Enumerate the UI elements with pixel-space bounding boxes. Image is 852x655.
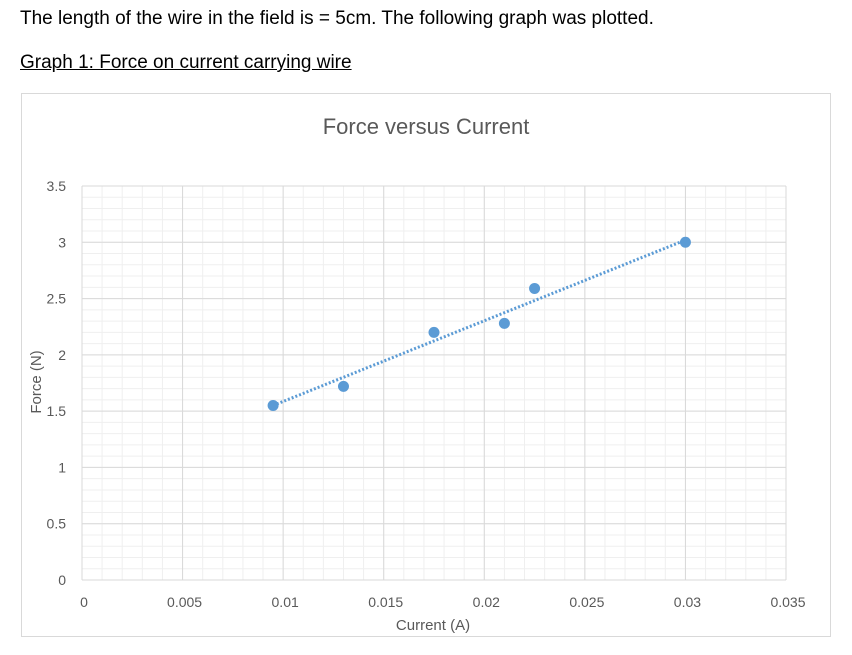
x-tick-label: 0.01 [272, 594, 299, 610]
x-tick-label: 0.015 [368, 594, 403, 610]
y-tick-label: 0 [58, 572, 66, 588]
data-point [679, 236, 691, 248]
y-tick-label: 3.5 [47, 178, 67, 194]
x-tick-label: 0.025 [569, 594, 604, 610]
y-tick-label: 2 [58, 347, 66, 363]
data-point [337, 380, 349, 392]
y-axis-title: Force (N) [28, 350, 45, 413]
chart-title: Force versus Current [323, 114, 530, 139]
x-axis-title: Current (A) [396, 617, 470, 634]
x-tick-label: 0 [80, 594, 88, 610]
data-point [529, 282, 541, 294]
intro-text: The length of the wire in the field is =… [20, 8, 654, 29]
y-tick-labels: 0 0.5 1 1.5 2 2.5 3 3.5 [47, 178, 67, 588]
data-point [267, 400, 279, 412]
y-tick-label: 2.5 [47, 291, 67, 307]
y-tick-label: 1 [58, 459, 66, 475]
y-tick-label: 1.5 [47, 403, 67, 419]
y-tick-label: 0.5 [47, 516, 67, 532]
major-grid [81, 185, 787, 581]
data-point [428, 326, 440, 338]
graph-caption: Graph 1: Force on current carrying wire [20, 52, 352, 73]
data-point [498, 317, 510, 329]
x-tick-labels: 0 0.005 0.01 0.015 0.02 0.025 0.03 0.035 [80, 594, 806, 610]
x-tick-label: 0.035 [770, 594, 805, 610]
x-tick-label: 0.02 [473, 594, 500, 610]
y-tick-label: 3 [58, 234, 66, 250]
data-points [267, 236, 691, 412]
x-tick-label: 0.005 [167, 594, 202, 610]
minor-grid [81, 185, 787, 581]
x-tick-label: 0.03 [674, 594, 701, 610]
